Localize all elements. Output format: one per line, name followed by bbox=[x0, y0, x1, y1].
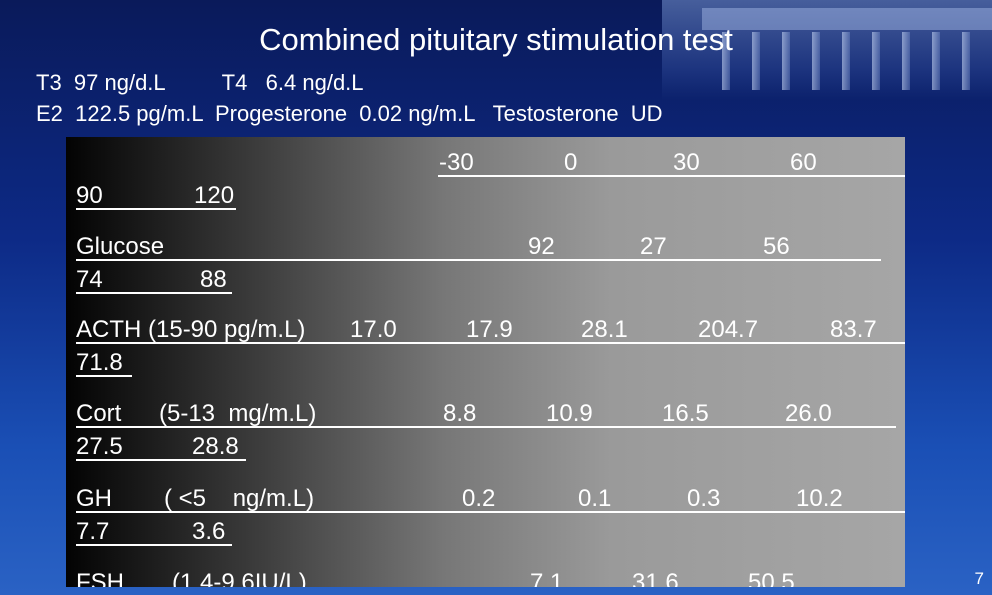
header-building-image bbox=[662, 0, 992, 100]
t3-value: T3 97 ng/d.L bbox=[36, 70, 166, 95]
cort-range: (5-13 mg/m.L) bbox=[159, 400, 317, 427]
glucose-value: 27 bbox=[640, 233, 667, 260]
building-column bbox=[842, 32, 850, 90]
building-column bbox=[812, 32, 820, 90]
building-column bbox=[902, 32, 910, 90]
row-label-cort: Cort bbox=[76, 400, 122, 427]
fsh-value: 7.1 bbox=[530, 569, 564, 587]
time-header-cell: 0 bbox=[564, 149, 578, 176]
acth-value: 17.9 bbox=[466, 316, 513, 343]
building-column bbox=[752, 32, 760, 90]
fsh-value: 31.6 bbox=[632, 569, 679, 587]
acth-value: 17.0 bbox=[350, 316, 397, 343]
gh-value: 10.2 bbox=[796, 485, 843, 512]
hormone-info-line-2: E2 122.5 pg/m.L Progesterone 0.02 ng/m.L… bbox=[36, 101, 663, 126]
glucose-value: 74 bbox=[76, 266, 103, 293]
acth-value: 28.1 bbox=[581, 316, 628, 343]
building-roof bbox=[702, 8, 992, 30]
row-underline bbox=[76, 375, 132, 377]
slide-title: Combined pituitary stimulation test bbox=[259, 22, 733, 57]
gh-value: 7.7 bbox=[76, 518, 110, 545]
cort-value: 28.8 bbox=[192, 433, 239, 460]
fsh-range: (1.4-9.6IU/L) bbox=[172, 569, 307, 587]
gh-value: 3.6 bbox=[192, 518, 226, 545]
building-column bbox=[872, 32, 880, 90]
cort-value: 26.0 bbox=[785, 400, 832, 427]
row-underline bbox=[76, 544, 232, 546]
time-header-cell: 30 bbox=[673, 149, 700, 176]
gh-value: 0.3 bbox=[687, 485, 721, 512]
time-header-cell: 90 bbox=[76, 182, 103, 209]
hormone-info-line-1: T3 97 ng/d.L T4 6.4 ng/d.L bbox=[36, 70, 364, 96]
time-header-cell: 120 bbox=[194, 182, 235, 209]
row-underline bbox=[76, 511, 905, 513]
row-label-acth: ACTH (15-90 pg/m.L) bbox=[76, 316, 306, 343]
row-underline bbox=[76, 342, 905, 344]
row-underline bbox=[76, 259, 881, 261]
building-column bbox=[782, 32, 790, 90]
row-underline bbox=[76, 426, 896, 428]
gh-value: 0.1 bbox=[578, 485, 612, 512]
cort-value: 16.5 bbox=[662, 400, 709, 427]
cort-value: 8.8 bbox=[443, 400, 477, 427]
row-label-fsh: FSH bbox=[76, 569, 124, 587]
results-table-panel: -30 0 30 60 90 120 Glucose 92 27 56 74 8… bbox=[66, 137, 905, 587]
row-underline bbox=[76, 292, 232, 294]
building-column bbox=[962, 32, 970, 90]
t4-value: T4 6.4 ng/d.L bbox=[221, 70, 364, 95]
row-label-glucose: Glucose bbox=[76, 233, 165, 260]
page-number: 7 bbox=[974, 569, 984, 588]
glucose-value: 88 bbox=[200, 266, 227, 293]
gh-value: 0.2 bbox=[462, 485, 496, 512]
header-underline bbox=[76, 208, 236, 210]
time-header-cell: -30 bbox=[439, 149, 474, 176]
cort-value: 27.5 bbox=[76, 433, 123, 460]
time-header-cell: 60 bbox=[790, 149, 817, 176]
building-column bbox=[932, 32, 940, 90]
glucose-value: 56 bbox=[763, 233, 790, 260]
acth-value: 71.8 bbox=[76, 349, 123, 376]
header-underline bbox=[438, 175, 905, 177]
fsh-value: 50.5 bbox=[748, 569, 795, 587]
building-column bbox=[722, 32, 730, 90]
acth-value: 83.7 bbox=[830, 316, 877, 343]
row-underline bbox=[76, 459, 246, 461]
gh-range: ( <5 ng/m.L) bbox=[164, 485, 315, 512]
glucose-value: 92 bbox=[528, 233, 555, 260]
row-label-gh: GH bbox=[76, 485, 112, 512]
cort-value: 10.9 bbox=[546, 400, 593, 427]
acth-value: 204.7 bbox=[698, 316, 759, 343]
